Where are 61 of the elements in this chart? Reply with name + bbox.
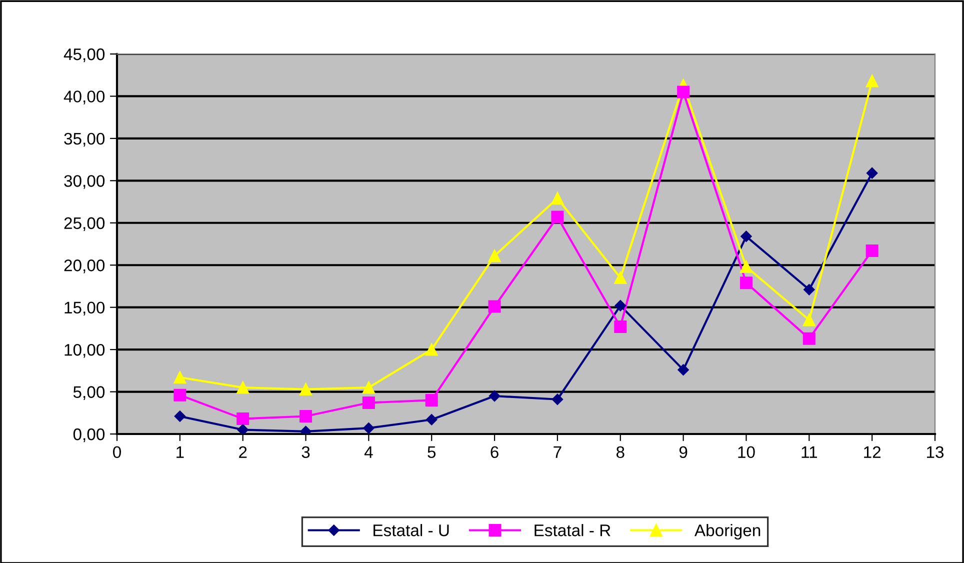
point: [551, 210, 564, 224]
x-tick-label: 13: [927, 446, 944, 458]
y-tick-label: 10,00: [64, 344, 105, 358]
x-tick-label: 12: [864, 446, 881, 458]
legend-label: Estatal - R: [534, 524, 610, 536]
point: [740, 276, 752, 290]
point: [552, 394, 564, 405]
legend-label: Estatal - U: [374, 524, 449, 536]
x-tick-label: 11: [802, 446, 817, 458]
point: [363, 422, 374, 434]
x-tick-label: 5: [428, 446, 436, 458]
x-tick-label: 1: [176, 446, 184, 458]
point: [551, 192, 564, 205]
y-tick-label: 25,00: [64, 217, 105, 232]
point: [740, 230, 752, 242]
y-tick-label: 15,00: [64, 302, 105, 316]
y-tick-label: 40,00: [64, 90, 105, 104]
x-tick-label: 0: [113, 446, 121, 458]
y-tick-label: 20,00: [64, 260, 105, 274]
point: [236, 412, 250, 426]
legend-label: Aborigen: [694, 524, 760, 540]
point: [174, 371, 186, 384]
point: [740, 260, 752, 274]
point: [362, 381, 375, 394]
point: [488, 250, 501, 262]
point: [426, 414, 438, 426]
point: [866, 74, 878, 88]
point: [236, 381, 250, 394]
point: [804, 284, 815, 296]
point: [614, 320, 627, 334]
point: [425, 343, 438, 356]
x-tick-label: 4: [364, 446, 373, 458]
point: [362, 396, 375, 410]
y-tick-label: 5,00: [73, 386, 105, 400]
point: [866, 167, 878, 179]
y-tick-label: 0,00: [73, 428, 105, 442]
point: [300, 410, 312, 423]
point: [300, 382, 312, 396]
point: [237, 424, 248, 434]
x-tick-label: 8: [616, 446, 624, 458]
point: [614, 272, 627, 284]
x-tick-label: 6: [490, 446, 498, 458]
point: [488, 390, 500, 402]
point: [425, 394, 438, 406]
y-tick-label: 30,00: [64, 175, 105, 189]
x-tick-label: 10: [738, 446, 755, 458]
y-tick-label: 45,00: [64, 48, 105, 62]
point: [677, 86, 690, 98]
point: [866, 244, 878, 258]
x-tick-label: 2: [239, 446, 247, 458]
x-tick-label: 7: [554, 446, 562, 458]
point: [174, 410, 186, 422]
point: [678, 364, 689, 376]
point: [802, 314, 816, 326]
point: [614, 300, 626, 312]
point: [174, 388, 186, 402]
x-tick-label: 9: [679, 446, 688, 458]
point: [802, 332, 816, 345]
x-tick-label: 3: [302, 446, 310, 458]
point: [488, 300, 501, 313]
y-tick-label: 35,00: [64, 132, 105, 147]
